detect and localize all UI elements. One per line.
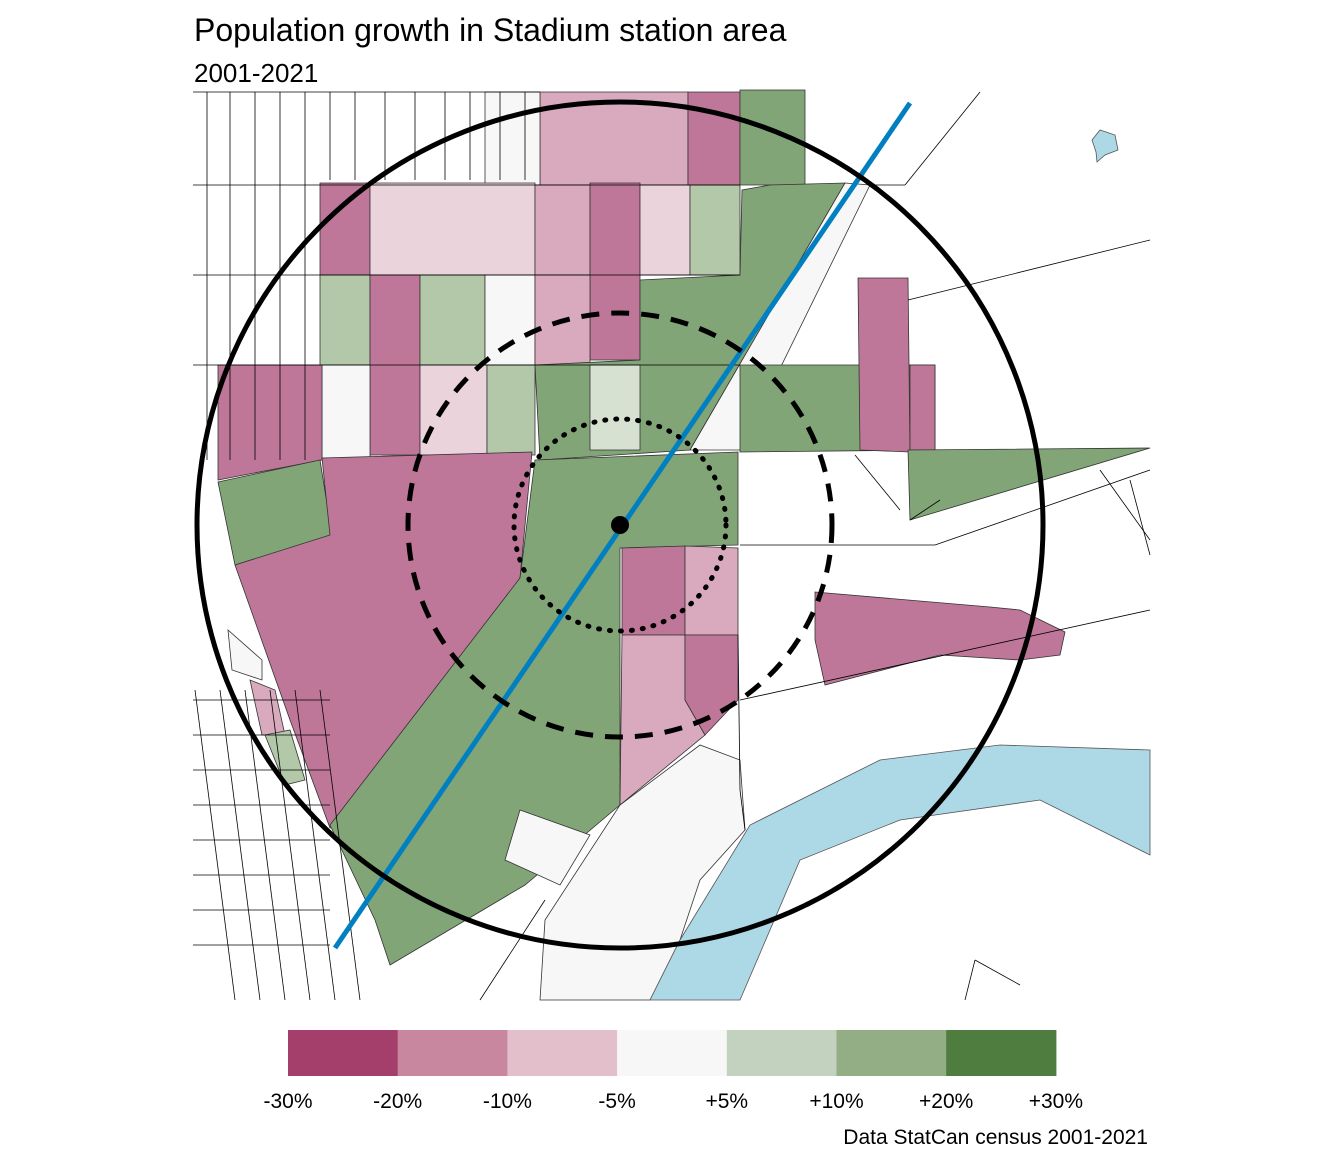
census-tract [534,184,591,276]
census-tract [684,545,739,636]
street [479,899,546,1001]
lake [1091,129,1119,163]
legend-label: -5% [598,1090,636,1113]
street [269,689,311,1001]
street [974,959,1021,986]
census-tract [504,809,591,886]
census-tract [319,182,371,276]
legend [288,1030,1057,1076]
legend-label: +20% [919,1090,974,1113]
legend-swatch [836,1030,947,1076]
legend-label: +5% [705,1090,749,1113]
legend-swatch [726,1030,837,1076]
census-tract [419,274,486,366]
census-tract [227,629,263,681]
street [854,454,901,511]
census-tract [907,447,1151,521]
street [904,91,981,186]
caption: Data StatCan census 2001-2021 [843,1126,1148,1149]
census-tract [329,451,739,966]
street [194,689,236,1001]
census-tract [589,182,641,361]
census-tract [484,274,536,366]
station-point [611,516,629,534]
census-tract [539,744,746,1001]
census-tract [621,545,686,636]
street [1099,469,1151,541]
legend-swatch [288,1030,399,1076]
street [219,689,261,1001]
census-tract [264,729,306,786]
middle-radius-circle [405,310,835,740]
street [294,689,336,1001]
map-subtitle: 2001-2021 [194,58,319,88]
census-tract [486,364,536,456]
legend-swatch [617,1030,728,1076]
census-tract [319,274,371,366]
legend-swatch [397,1030,508,1076]
street-network [193,91,1151,1001]
street [907,239,1151,301]
census-tract [857,277,911,453]
census-tract [369,182,536,276]
street [739,789,746,831]
map-title: Population growth in Stadium station are… [194,12,787,48]
legend-label: -10% [482,1090,532,1113]
legend-label: +10% [809,1090,864,1113]
legend-label: -30% [263,1090,313,1113]
street [244,689,286,1001]
census-tract [814,591,1066,686]
census-tract [639,184,691,276]
street [739,609,1151,701]
street [964,959,976,1001]
legend-label: +30% [1028,1090,1084,1113]
legend-swatch [946,1030,1057,1076]
census-tract [689,184,741,276]
legend-label: -20% [373,1090,423,1113]
census-tracts [217,89,1151,1001]
census-tract [419,364,488,456]
census-tract [589,364,641,451]
census-tract [687,91,741,186]
river [649,744,1151,1001]
legend-swatch [507,1030,618,1076]
street [737,634,741,791]
outer-radius-circle [194,99,1046,951]
inner-radius-circle [511,416,729,634]
water-bodies [649,129,1151,1001]
census-tract [909,364,936,451]
street [909,499,941,521]
census-tract [484,91,541,186]
census-tract [321,364,371,459]
street [1129,479,1151,556]
